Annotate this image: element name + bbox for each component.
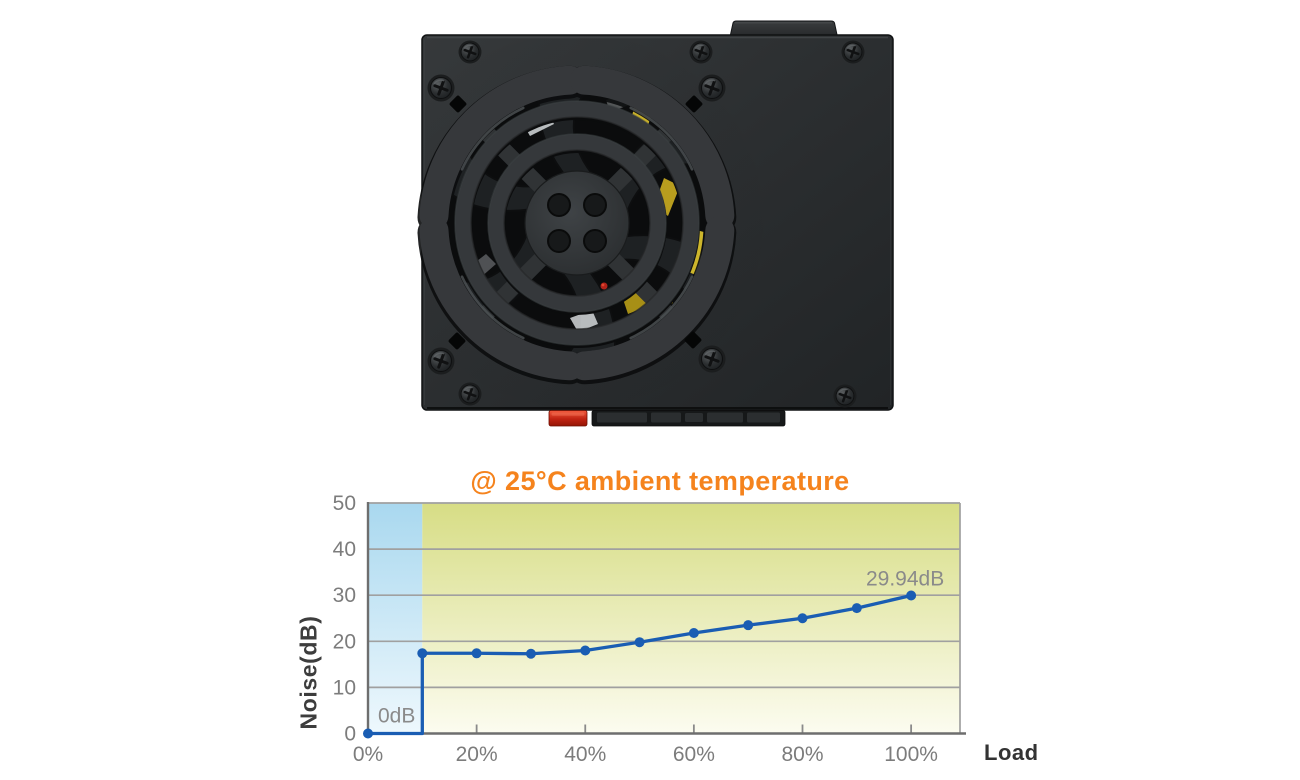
psu-product-image	[417, 20, 894, 427]
plot-region-0	[368, 503, 423, 734]
y-axis-label: Noise(dB)	[295, 615, 322, 730]
x-tick-label: 60%	[673, 743, 715, 766]
fan-grille	[417, 65, 737, 385]
plot-region-1	[422, 503, 961, 734]
psu-power-switch	[548, 410, 588, 427]
y-tick-label: 40	[333, 538, 356, 561]
data-point	[906, 590, 917, 601]
psu-rear-connectors	[591, 410, 786, 427]
data-point	[525, 648, 536, 659]
data-point	[580, 645, 591, 656]
data-point	[688, 628, 699, 639]
y-tick-label: 10	[333, 676, 356, 699]
x-tick-label: 80%	[781, 743, 823, 766]
fan-hub-holes	[547, 193, 607, 253]
data-point	[363, 728, 373, 739]
x-tick-label: 0%	[353, 743, 383, 766]
data-point	[797, 613, 808, 624]
y-tick-label: 50	[333, 492, 356, 515]
y-tick-label: 30	[333, 584, 356, 607]
x-axis-label: Load	[984, 740, 1039, 765]
y-tick-label: 20	[333, 630, 356, 653]
data-point	[743, 620, 754, 631]
data-point	[417, 648, 428, 659]
data-point	[634, 637, 645, 648]
x-tick-label: 40%	[564, 743, 606, 766]
max-db-annotation: 29.94dB	[866, 567, 944, 590]
data-point	[851, 603, 862, 614]
data-point	[471, 648, 482, 659]
chart-title: @ 25°C ambient temperature	[470, 466, 850, 496]
noise-line	[368, 593, 912, 736]
x-tick-label: 20%	[456, 743, 498, 766]
y-tick-label: 0	[344, 723, 356, 746]
psu-top-connector-tab	[729, 20, 839, 38]
x-tick-label: 100%	[884, 743, 938, 766]
zero-db-annotation: 0dB	[378, 705, 415, 728]
fan-mount-holes	[448, 95, 703, 350]
